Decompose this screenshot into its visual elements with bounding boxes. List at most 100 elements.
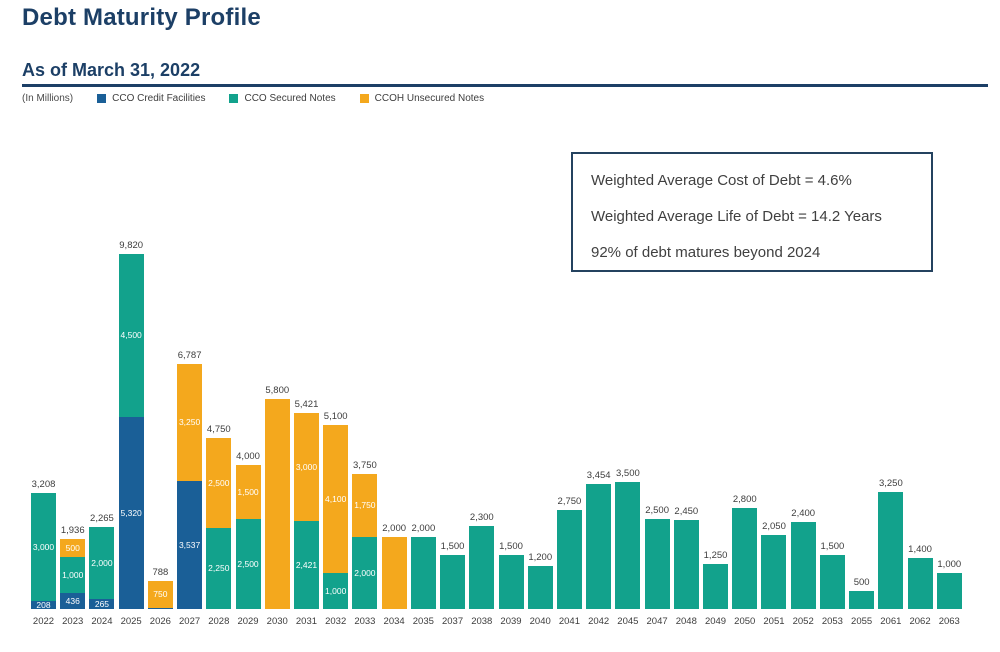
debt-maturity-chart: 3,208 208 3,000 2022 1,936 436 1,000 500 2023 2,2… <box>31 228 962 628</box>
bar-segment-value-label: 1,500 <box>237 486 259 497</box>
legend-label: CCO Credit Facilities <box>112 93 206 104</box>
bar-column-2053: 1,500 2053 <box>819 540 845 629</box>
bar-total-label: 3,500 <box>615 467 640 479</box>
bar-segment-secured: 2,000 <box>352 537 378 609</box>
maturity-beyond-2024-line: 92% of debt matures beyond 2024 <box>591 244 821 261</box>
bar-stack <box>761 535 787 609</box>
bar-stack <box>469 526 495 609</box>
bar-column-2034: 2,000 2034 <box>381 523 407 629</box>
bar-segment-secured <box>761 535 787 609</box>
bar-total-label: 1,200 <box>528 551 553 563</box>
x-axis-year-label: 2045 <box>617 616 639 627</box>
bar-column-2037: 1,500 2037 <box>440 540 466 629</box>
bar-column-2030: 5,800 2030 <box>264 385 290 629</box>
x-axis-year-label: 2052 <box>792 616 814 627</box>
bar-total-label: 4,750 <box>206 423 231 435</box>
bar-column-2029: 4,000 2,500 1,500 2029 <box>235 450 261 629</box>
x-axis-year-label: 2048 <box>675 616 697 627</box>
bar-segment-credit <box>147 608 173 609</box>
bar-segment-unsecured: 3,000 <box>293 413 319 521</box>
bar-segment-value-label: 3,000 <box>295 461 318 472</box>
bar-segment-secured: 3,000 <box>31 493 56 601</box>
bar-stack: 3,537 3,250 <box>177 364 203 609</box>
bar-total-label: 1,500 <box>440 540 465 552</box>
bar-column-2042: 3,454 2042 <box>586 470 612 629</box>
x-axis-year-label: 2063 <box>938 616 960 627</box>
bar-segment-value-label: 5,320 <box>120 507 142 518</box>
bar-column-2050: 2,800 2050 <box>732 493 758 629</box>
bar-column-2041: 2,750 2041 <box>556 495 582 629</box>
bar-total-label: 3,208 <box>31 478 56 490</box>
x-axis-year-label: 2047 <box>646 616 668 627</box>
bar-column-2033: 3,750 2,000 1,750 2033 <box>352 460 378 629</box>
bar-segment-credit: 208 <box>31 601 56 609</box>
bar-segment-value-label: 3,537 <box>178 539 201 550</box>
bar-segment-secured <box>703 564 729 609</box>
bar-total-label: 2,750 <box>557 495 582 507</box>
bar-segment-value-label: 436 <box>65 595 80 606</box>
x-axis-year-label: 2026 <box>149 616 171 627</box>
x-axis-year-label: 2039 <box>500 616 522 627</box>
bar-stack <box>790 522 816 609</box>
bar-total-label: 2,800 <box>732 493 757 505</box>
bar-column-2051: 2,050 2051 <box>761 521 787 629</box>
bar-stack <box>907 558 933 609</box>
bar-segment-unsecured: 2,500 <box>206 438 232 528</box>
x-axis-year-label: 2049 <box>704 616 727 627</box>
bar-segment-value-label: 2,500 <box>208 477 230 488</box>
bar-column-2022: 3,208 208 3,000 2022 <box>31 478 56 629</box>
bar-column-2023: 1,936 436 1,000 500 2023 <box>60 525 86 629</box>
bar-stack <box>527 566 553 609</box>
bar-column-2055: 500 2055 <box>849 577 875 629</box>
x-axis-year-label: 2023 <box>62 616 84 627</box>
bar-segment-secured <box>410 537 436 609</box>
x-axis-year-label: 2037 <box>441 616 464 627</box>
bar-column-2045: 3,500 2045 <box>615 467 641 629</box>
bar-stack <box>732 508 758 609</box>
bar-column-2035: 2,000 2035 <box>410 522 436 629</box>
bar-stack <box>615 482 641 609</box>
bar-segment-secured: 2,250 <box>206 528 232 609</box>
bar-segment-unsecured: 4,100 <box>323 425 349 573</box>
bar-segment-credit: 5,320 <box>118 417 144 609</box>
bar-total-label: 1,500 <box>820 540 845 552</box>
bar-stack: 1,000 4,100 <box>323 425 349 609</box>
bar-segment-secured <box>615 482 641 609</box>
bar-segment-unsecured: 3,250 <box>177 364 203 481</box>
bar-total-label: 6,787 <box>177 349 202 361</box>
x-axis-year-label: 2053 <box>821 616 843 627</box>
bar-segment-secured <box>644 519 670 609</box>
as-of-date-subtitle: As of March 31, 2022 <box>22 60 201 80</box>
bar-total-label: 2,000 <box>411 522 436 534</box>
bar-stack <box>644 519 670 609</box>
bar-column-2028: 4,750 2,250 2,500 2028 <box>206 423 232 629</box>
x-axis-year-label: 2050 <box>734 616 756 627</box>
bar-segment-value-label: 1,000 <box>325 585 347 596</box>
bar-total-label: 2,300 <box>469 511 494 523</box>
x-axis-year-label: 2022 <box>32 616 55 627</box>
bar-column-2031: 5,421 2,421 3,000 2031 <box>293 399 319 629</box>
bar-column-2048: 2,450 2048 <box>673 506 699 629</box>
bar-segment-unsecured: 1,750 <box>352 474 378 537</box>
legend-label: CCO Secured Notes <box>244 93 336 104</box>
x-axis-year-label: 2032 <box>325 616 347 627</box>
bar-total-label: 1,400 <box>908 543 932 555</box>
bar-stack <box>264 399 290 609</box>
x-axis-year-label: 2035 <box>412 616 434 627</box>
x-axis-year-label: 2030 <box>266 616 288 627</box>
bar-segment-secured: 4,500 <box>118 254 144 417</box>
chart-legend: (In Millions) CCO Credit Facilities CCO … <box>22 93 508 104</box>
legend-label: CCOH Unsecured Notes <box>374 93 485 104</box>
bar-segment-secured <box>936 573 962 609</box>
bar-column-2040: 1,200 2040 <box>527 551 553 629</box>
x-axis-year-label: 2031 <box>295 616 318 627</box>
bar-segment-secured: 1,000 <box>60 557 86 593</box>
bar-segment-unsecured: 750 <box>147 581 173 608</box>
weighted-avg-cost-line: Weighted Average Cost of Debt = 4.6% <box>591 172 852 189</box>
bar-total-label: 4,000 <box>236 450 260 462</box>
x-axis-year-label: 2028 <box>208 616 230 627</box>
x-axis-year-label: 2062 <box>909 616 931 627</box>
bar-segment-secured <box>673 520 699 609</box>
bar-stack <box>703 564 729 609</box>
